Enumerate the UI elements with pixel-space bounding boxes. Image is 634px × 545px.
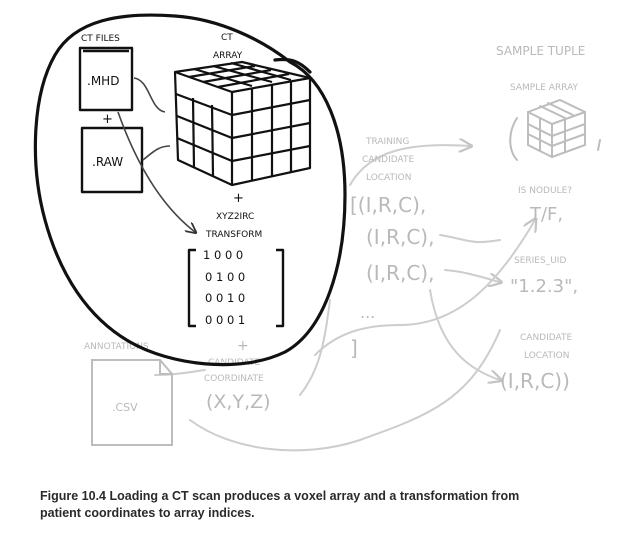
ct-files-label: CT FILES <box>81 34 120 44</box>
arrow-to-series-uid <box>444 269 500 282</box>
mhd-label: .MHD <box>87 74 119 88</box>
irc-row-1: [(I,R,C), <box>350 193 426 217</box>
ct-array-line1: CT <box>221 33 233 43</box>
tf-value: T/F, <box>529 204 563 225</box>
csv-label: .CSV <box>112 401 138 414</box>
transform-line1: XYZ2IRC <box>216 212 254 222</box>
csv-document <box>91 359 173 446</box>
transform-line2: TRANSFORM <box>205 230 262 240</box>
candidate-location-line2: LOCATION <box>524 351 570 361</box>
series-uid-label: SERIES_UID <box>514 256 566 266</box>
irc-row-3: (I,R,C), <box>366 261 434 285</box>
arrow-to-candidate-location <box>429 289 500 380</box>
plus-3: + <box>237 338 249 354</box>
candidate-location-line1: CANDIDATE <box>520 333 572 343</box>
mhd-to-transform-arrow <box>117 111 195 232</box>
candidate-coordinate-line2: COORDINATE <box>204 374 264 384</box>
arrow-to-is-nodule <box>439 234 501 244</box>
xyz-value: (X,Y,Z) <box>206 391 271 413</box>
candidate-location-value: (I,R,C)) <box>500 369 570 393</box>
mhd-to-cube-arrow <box>133 77 166 113</box>
close-bracket: ] <box>350 336 358 360</box>
training-line2: CANDIDATE <box>362 155 414 165</box>
sample-array-label: SAMPLE ARRAY <box>510 83 579 93</box>
plus-2: + <box>233 191 244 206</box>
ct-array-line2: ARRAY <box>213 51 243 61</box>
mhd-document <box>78 46 134 112</box>
ellipsis: ... <box>360 303 375 322</box>
training-line3: LOCATION <box>366 173 412 183</box>
sample-array-cube <box>509 98 601 161</box>
sample-tuple-label: SAMPLE TUPLE <box>496 44 585 58</box>
series-uid-value: "1.2.3", <box>510 276 578 297</box>
coordinate-curl <box>299 299 331 396</box>
loaded-boundary <box>33 13 347 367</box>
training-line1: TRAINING <box>365 137 409 147</box>
loaded-labels: CT FILES .MHD + .RAW CT ARRAY + XYZ2IRC … <box>81 33 262 327</box>
raw-label: .RAW <box>92 155 123 169</box>
annotations-label: ANNOTATIONS <box>84 342 149 352</box>
matrix-brackets <box>187 248 285 328</box>
matrix-row-4: 0 0 0 1 <box>205 313 245 327</box>
faded-flow <box>91 98 601 452</box>
matrix-row-1: 1 0 0 0 <box>203 248 243 262</box>
raw-to-cube-arrow <box>142 145 171 161</box>
loaded-arrows <box>117 77 195 232</box>
is-nodule-label: IS NODULE? <box>518 186 572 196</box>
caption-line-2: patient coordinates to array indices. <box>40 506 255 520</box>
irc-row-2: (I,R,C), <box>366 225 434 249</box>
raw-document <box>80 126 144 194</box>
caption-line-1: Figure 10.4 Loading a CT scan produces a… <box>40 489 520 503</box>
matrix-row-3: 0 0 1 0 <box>205 291 245 305</box>
loaded-drawing <box>78 46 312 328</box>
sweep-arrow-2 <box>189 329 501 452</box>
faded-labels: + CANDIDATE COORDINATE (X,Y,Z) ANNOTATIO… <box>84 44 585 414</box>
arrow-to-sample-array <box>349 145 470 186</box>
sweep-arrow-1 <box>314 220 535 356</box>
ct-array-cube <box>173 60 312 187</box>
figure-caption: Figure 10.4 Loading a CT scan produces a… <box>40 488 600 522</box>
plus-1: + <box>102 112 113 127</box>
matrix-row-2: 0 1 0 0 <box>205 270 245 284</box>
